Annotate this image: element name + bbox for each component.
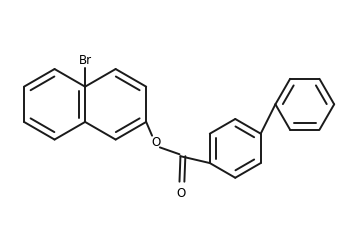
Text: Br: Br	[79, 54, 92, 67]
Text: O: O	[177, 187, 186, 200]
Text: O: O	[152, 136, 161, 149]
